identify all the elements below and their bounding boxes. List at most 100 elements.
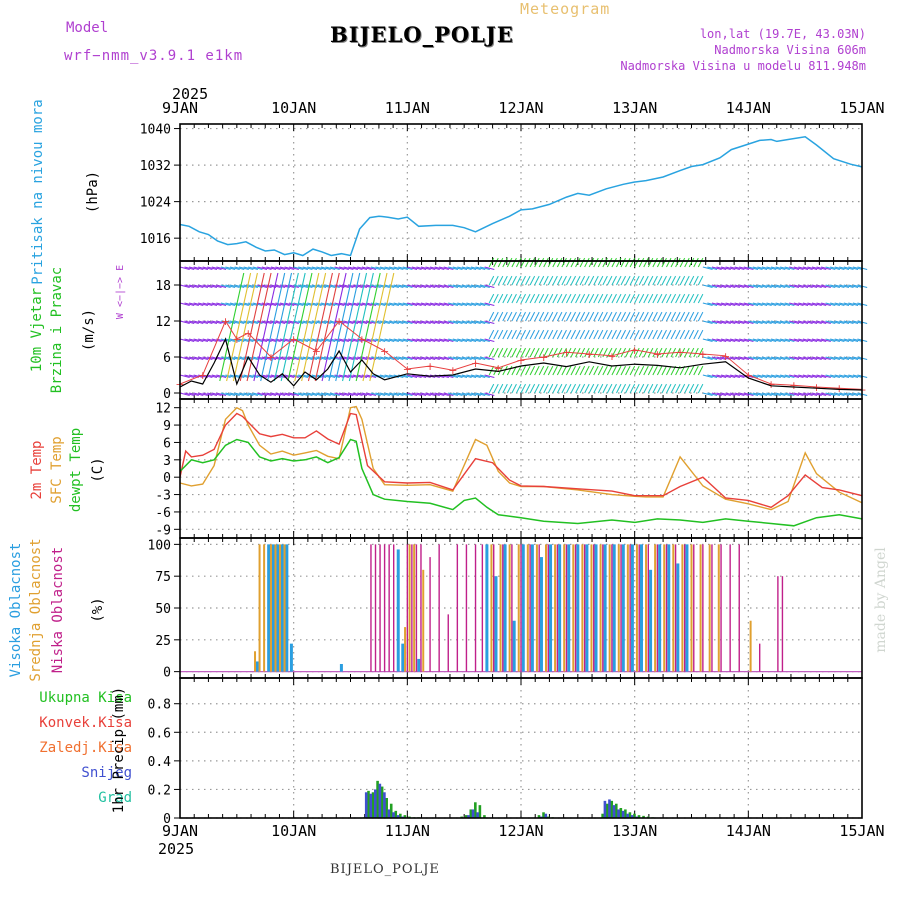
wind-barb bbox=[193, 356, 204, 360]
wind-barb bbox=[697, 383, 704, 394]
wind-barb bbox=[575, 311, 581, 322]
wind-barb bbox=[452, 338, 463, 342]
cloud-bar-high bbox=[649, 569, 653, 672]
wind-barb bbox=[725, 392, 736, 396]
wind-barb bbox=[752, 302, 763, 306]
wind-barb bbox=[361, 392, 372, 396]
wind-barb bbox=[298, 302, 309, 306]
wind-barb bbox=[739, 302, 750, 306]
wind-barb bbox=[793, 356, 804, 360]
wind-barb bbox=[516, 365, 522, 376]
wind-barb bbox=[820, 302, 831, 306]
wind-barb bbox=[298, 266, 309, 270]
wind-barb bbox=[543, 293, 549, 304]
wind-barb bbox=[561, 383, 567, 394]
wind-barb bbox=[711, 356, 722, 360]
wind-barb bbox=[398, 302, 409, 306]
wind-barb bbox=[484, 320, 495, 324]
wind-barb bbox=[529, 257, 536, 268]
wind-barb bbox=[793, 302, 804, 306]
wind-gust-marker: + bbox=[630, 344, 639, 357]
wind-barb bbox=[179, 374, 190, 378]
wind-barb bbox=[798, 356, 809, 360]
wind-barb bbox=[775, 302, 786, 306]
wind-barb bbox=[839, 338, 850, 342]
wind-barb bbox=[511, 383, 517, 394]
wind-barb bbox=[843, 320, 854, 324]
wind-barb bbox=[357, 284, 368, 288]
wind-barb bbox=[429, 320, 440, 324]
wind-barb bbox=[443, 266, 454, 270]
cloud-bar-low bbox=[693, 544, 695, 672]
wind-barb bbox=[534, 383, 540, 394]
wind-barb bbox=[193, 302, 204, 306]
wind-barb bbox=[561, 275, 567, 286]
wind-barb bbox=[488, 275, 495, 286]
wind-barb bbox=[852, 356, 863, 360]
wind-barb bbox=[343, 356, 354, 360]
x-tick-label-top: 11JAN bbox=[385, 99, 430, 117]
cloud-bar-high bbox=[585, 544, 589, 672]
wind-barb bbox=[334, 374, 345, 378]
wind-barb bbox=[807, 356, 818, 360]
wind-barb bbox=[320, 392, 331, 396]
wind-barb bbox=[198, 302, 208, 306]
wind-barb bbox=[743, 302, 754, 306]
wind-barb bbox=[320, 374, 331, 378]
wind-barb bbox=[266, 338, 277, 342]
cloud-bar-high bbox=[289, 643, 293, 672]
wind-barb bbox=[329, 266, 340, 270]
wind-barb bbox=[288, 392, 299, 396]
wind-barb bbox=[420, 392, 431, 396]
cloud-bar-low bbox=[379, 544, 381, 672]
wind-barb bbox=[234, 302, 245, 306]
cloud-bar-low bbox=[702, 544, 704, 672]
cloud-bar-low bbox=[611, 544, 613, 672]
y-tick-label: 0.2 bbox=[148, 783, 171, 798]
wind-barb bbox=[670, 329, 677, 340]
wind-barb bbox=[284, 392, 295, 396]
wind-barb bbox=[734, 302, 745, 306]
wind-barb bbox=[761, 320, 772, 324]
wind-gust-marker: + bbox=[607, 350, 616, 363]
wind-barb bbox=[679, 383, 686, 394]
wind-barb bbox=[647, 365, 654, 376]
wind-barb bbox=[798, 392, 809, 396]
wind-barb bbox=[643, 275, 649, 286]
wind-barb bbox=[261, 266, 272, 270]
wind-barb bbox=[757, 392, 768, 396]
wind-gust-marker: + bbox=[244, 327, 253, 340]
wind-barb bbox=[266, 320, 277, 324]
wind-barb bbox=[493, 383, 499, 394]
y-tick-label: 25 bbox=[155, 634, 171, 649]
wind-barb bbox=[238, 338, 249, 342]
wind-barb bbox=[679, 257, 686, 268]
wind-barb bbox=[629, 257, 636, 268]
wind-barb bbox=[316, 284, 327, 288]
cloud-bar-high bbox=[401, 643, 405, 672]
wind-barb bbox=[702, 320, 713, 324]
wind-barb bbox=[670, 275, 677, 286]
wind-barb bbox=[643, 347, 649, 358]
wind-barb bbox=[620, 257, 627, 268]
wind-gust-marker: + bbox=[232, 333, 241, 346]
model-version: wrf−nmm_v3.9.1 e1km bbox=[64, 48, 244, 64]
wind-barb bbox=[716, 338, 727, 342]
wind-barb bbox=[588, 293, 595, 304]
wind-barb bbox=[616, 311, 622, 322]
wind-barb bbox=[511, 257, 517, 268]
cloud-bar-mid bbox=[635, 544, 638, 672]
wind-barb bbox=[743, 320, 754, 324]
wind-barb bbox=[620, 275, 627, 286]
cloud-bar-low bbox=[674, 544, 677, 672]
wind-barb bbox=[834, 374, 845, 378]
wind-barb bbox=[825, 338, 836, 342]
cloud-bar-high bbox=[503, 544, 507, 672]
wind-barb bbox=[198, 284, 208, 288]
wind-gust-marker: + bbox=[403, 363, 412, 376]
wind-barb bbox=[488, 293, 495, 304]
wind-barb bbox=[502, 311, 508, 322]
wind-barb bbox=[634, 365, 640, 376]
wind-barb bbox=[661, 311, 667, 322]
wind-barb bbox=[234, 374, 245, 378]
